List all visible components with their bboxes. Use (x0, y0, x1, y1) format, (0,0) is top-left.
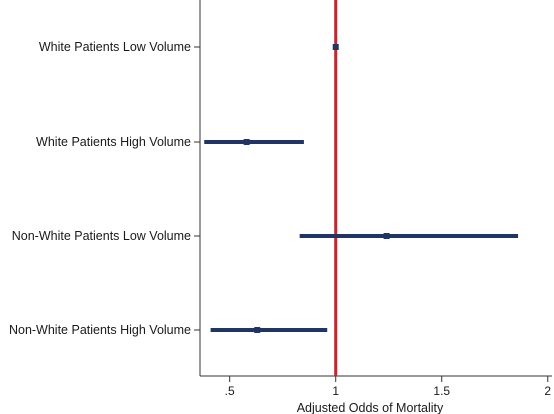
point-estimate (254, 327, 261, 333)
category-label: Non-White Patients High Volume (9, 323, 191, 337)
x-tick-label: 2 (544, 384, 551, 398)
x-tick-label: .5 (225, 384, 235, 398)
category-label: White Patients High Volume (36, 135, 191, 149)
x-tick-label: 1 (332, 384, 339, 398)
estimate-marks (204, 44, 519, 333)
category-axis: White Patients Low Volume White Patients … (9, 0, 201, 376)
point-estimate (383, 233, 390, 239)
point-estimate (332, 44, 339, 50)
category-label: Non-White Patients Low Volume (12, 229, 191, 243)
x-tick-label: 1.5 (433, 384, 450, 398)
category-label: White Patients Low Volume (39, 40, 191, 54)
point-estimate (243, 139, 250, 145)
x-axis-title: Adjusted Odds of Mortality (297, 401, 444, 414)
x-axis: .5 1 1.5 2 (200, 375, 552, 398)
